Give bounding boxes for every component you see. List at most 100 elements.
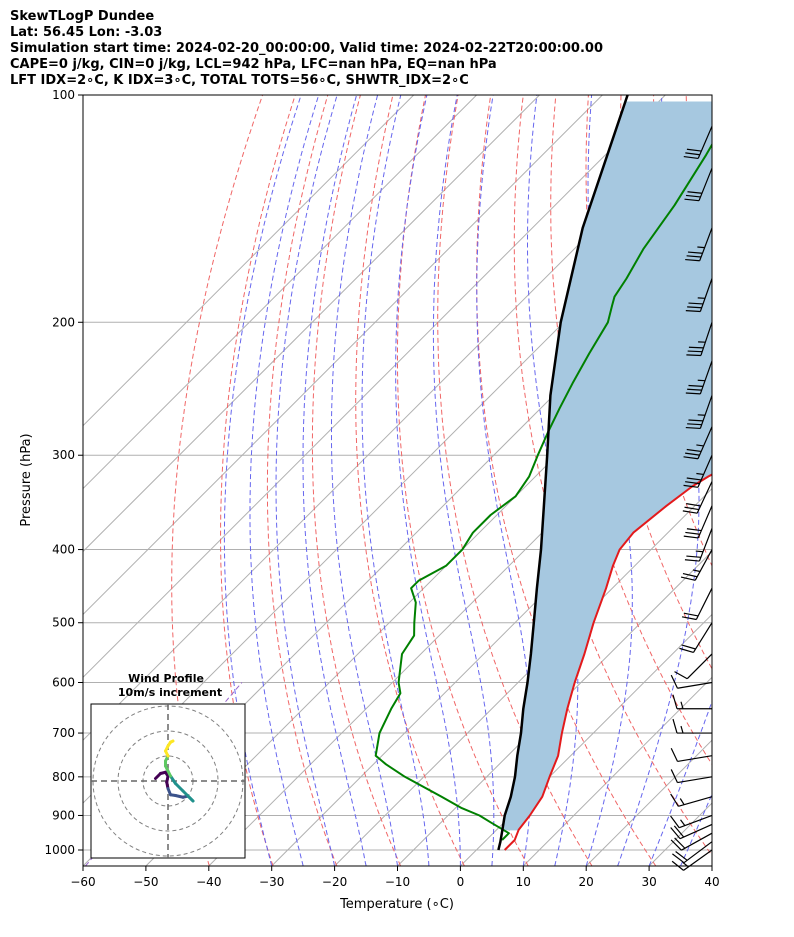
x-tick-label: 20	[579, 875, 594, 889]
y-tick-label: 300	[52, 448, 75, 462]
wind-barb-flag	[688, 384, 704, 387]
wind-barb-flag	[670, 793, 679, 807]
wind-barb-flag	[683, 612, 699, 617]
wind-barb-flag	[686, 477, 702, 481]
wind-barb-flag	[670, 769, 679, 783]
wind-barb	[684, 528, 713, 562]
wind-barb-flag	[684, 198, 700, 202]
wind-barb-flag	[687, 388, 702, 391]
wind-barb-flag	[679, 647, 694, 653]
x-tick-label: −50	[133, 875, 158, 889]
wind-barb-flag	[674, 671, 688, 680]
wind-barb-shaft	[699, 227, 713, 261]
wind-barb-flag	[680, 576, 696, 581]
cin-shaded-region	[502, 101, 712, 831]
wind-barb-half-flag	[680, 819, 686, 826]
wind-barb	[685, 278, 713, 313]
hodograph-segment	[181, 789, 195, 803]
y-tick-label: 500	[52, 616, 75, 630]
wind-barb	[682, 481, 713, 514]
moist-adiabat-line	[361, 95, 430, 866]
wind-barb-shaft	[698, 167, 713, 201]
hodograph-inset	[90, 703, 246, 859]
moist-adiabat-line	[527, 95, 579, 866]
y-tick-label: 700	[52, 726, 75, 740]
wind-barb-shaft	[686, 653, 713, 680]
dry-adiabat-line	[171, 95, 264, 866]
wind-barb	[670, 823, 713, 840]
wind-barb-shaft	[681, 832, 713, 851]
wind-barb-shaft	[677, 681, 713, 689]
moist-adiabat-line	[680, 793, 712, 866]
wind-barb	[683, 505, 713, 539]
wind-barb-shaft	[697, 454, 713, 488]
wind-barb	[674, 653, 713, 680]
title-times: Simulation start time: 2024-02-20_00:00:…	[10, 41, 603, 56]
isotherm-line	[83, 95, 477, 490]
wind-barb-flag	[670, 839, 682, 851]
moist-adiabat-line	[331, 95, 398, 866]
hodograph-ring	[117, 730, 219, 832]
wind-barb-flag	[687, 350, 703, 353]
moist-adiabat-line	[476, 95, 533, 866]
x-tick-label: −10	[385, 875, 410, 889]
wind-barb	[680, 549, 713, 581]
wind-barb-flag	[685, 152, 700, 156]
wind-barb	[686, 322, 713, 357]
wind-barb	[670, 832, 713, 851]
wind-barb-flag	[688, 419, 704, 422]
y-tick-label: 900	[52, 808, 75, 822]
wind-barb-flag	[672, 694, 678, 709]
dry-adiabat-line	[784, 95, 794, 866]
dry-adiabat-line	[311, 95, 402, 866]
wind-barb	[670, 674, 713, 689]
isotherm-line	[83, 95, 540, 553]
moist-adiabat-line	[275, 95, 338, 866]
moist-adiabat-line	[223, 95, 302, 866]
isotherm-line	[522, 676, 712, 866]
wind-barb-flag	[684, 559, 700, 562]
dry-adiabat-line	[266, 95, 338, 866]
temperature-profile-line	[503, 473, 712, 851]
wind-barb	[672, 841, 713, 864]
hodograph-title: Wind Profile	[128, 672, 204, 685]
chart-title-block: SkewTLogP Dundee Lat: 56.45 Lon: -3.03 S…	[10, 9, 603, 89]
isotherm-line	[460, 613, 712, 866]
wind-barb-half-flag	[697, 246, 705, 249]
isotherm-line	[83, 95, 415, 427]
wind-barb	[683, 126, 713, 160]
wind-barb-flag	[686, 255, 702, 258]
moist-adiabat-line	[395, 95, 461, 866]
wind-barb	[685, 360, 713, 395]
wind-barb-flag	[683, 155, 699, 160]
cape-fill-area	[502, 101, 712, 831]
y-tick-label: 800	[52, 770, 75, 784]
wind-barb-shaft	[677, 755, 713, 763]
profile-lines	[374, 95, 712, 851]
wind-barb	[683, 454, 713, 488]
wind-barb-flag	[670, 674, 679, 689]
wind-barb-half-flag	[680, 725, 684, 734]
wind-barb-shaft	[696, 481, 713, 514]
wind-barb-flag	[686, 503, 701, 507]
wind-barb-flag	[686, 448, 702, 453]
wind-barb-flag	[670, 748, 679, 762]
wind-barb	[684, 167, 713, 202]
wind-barb-half-flag	[679, 798, 685, 805]
wind-barb-flag	[681, 644, 696, 650]
x-tick-label: −20	[322, 875, 347, 889]
dry-adiabat-line	[513, 95, 712, 857]
wind-barb	[670, 814, 713, 829]
wind-barb-flag	[685, 258, 700, 262]
x-tick-label: 10	[516, 875, 531, 889]
wind-barb-shaft	[697, 126, 713, 159]
hodograph-subtitle: 10m/s increment	[118, 686, 222, 699]
moist-adiabat-line	[249, 95, 320, 866]
wind-barb-flag	[686, 148, 702, 152]
wind-barb-flag	[674, 837, 686, 849]
y-tick-label: 1000	[44, 843, 75, 857]
wind-barb-half-flag	[695, 550, 704, 553]
wind-barb-flag	[683, 456, 699, 460]
moist-adiabat-line	[432, 95, 495, 866]
